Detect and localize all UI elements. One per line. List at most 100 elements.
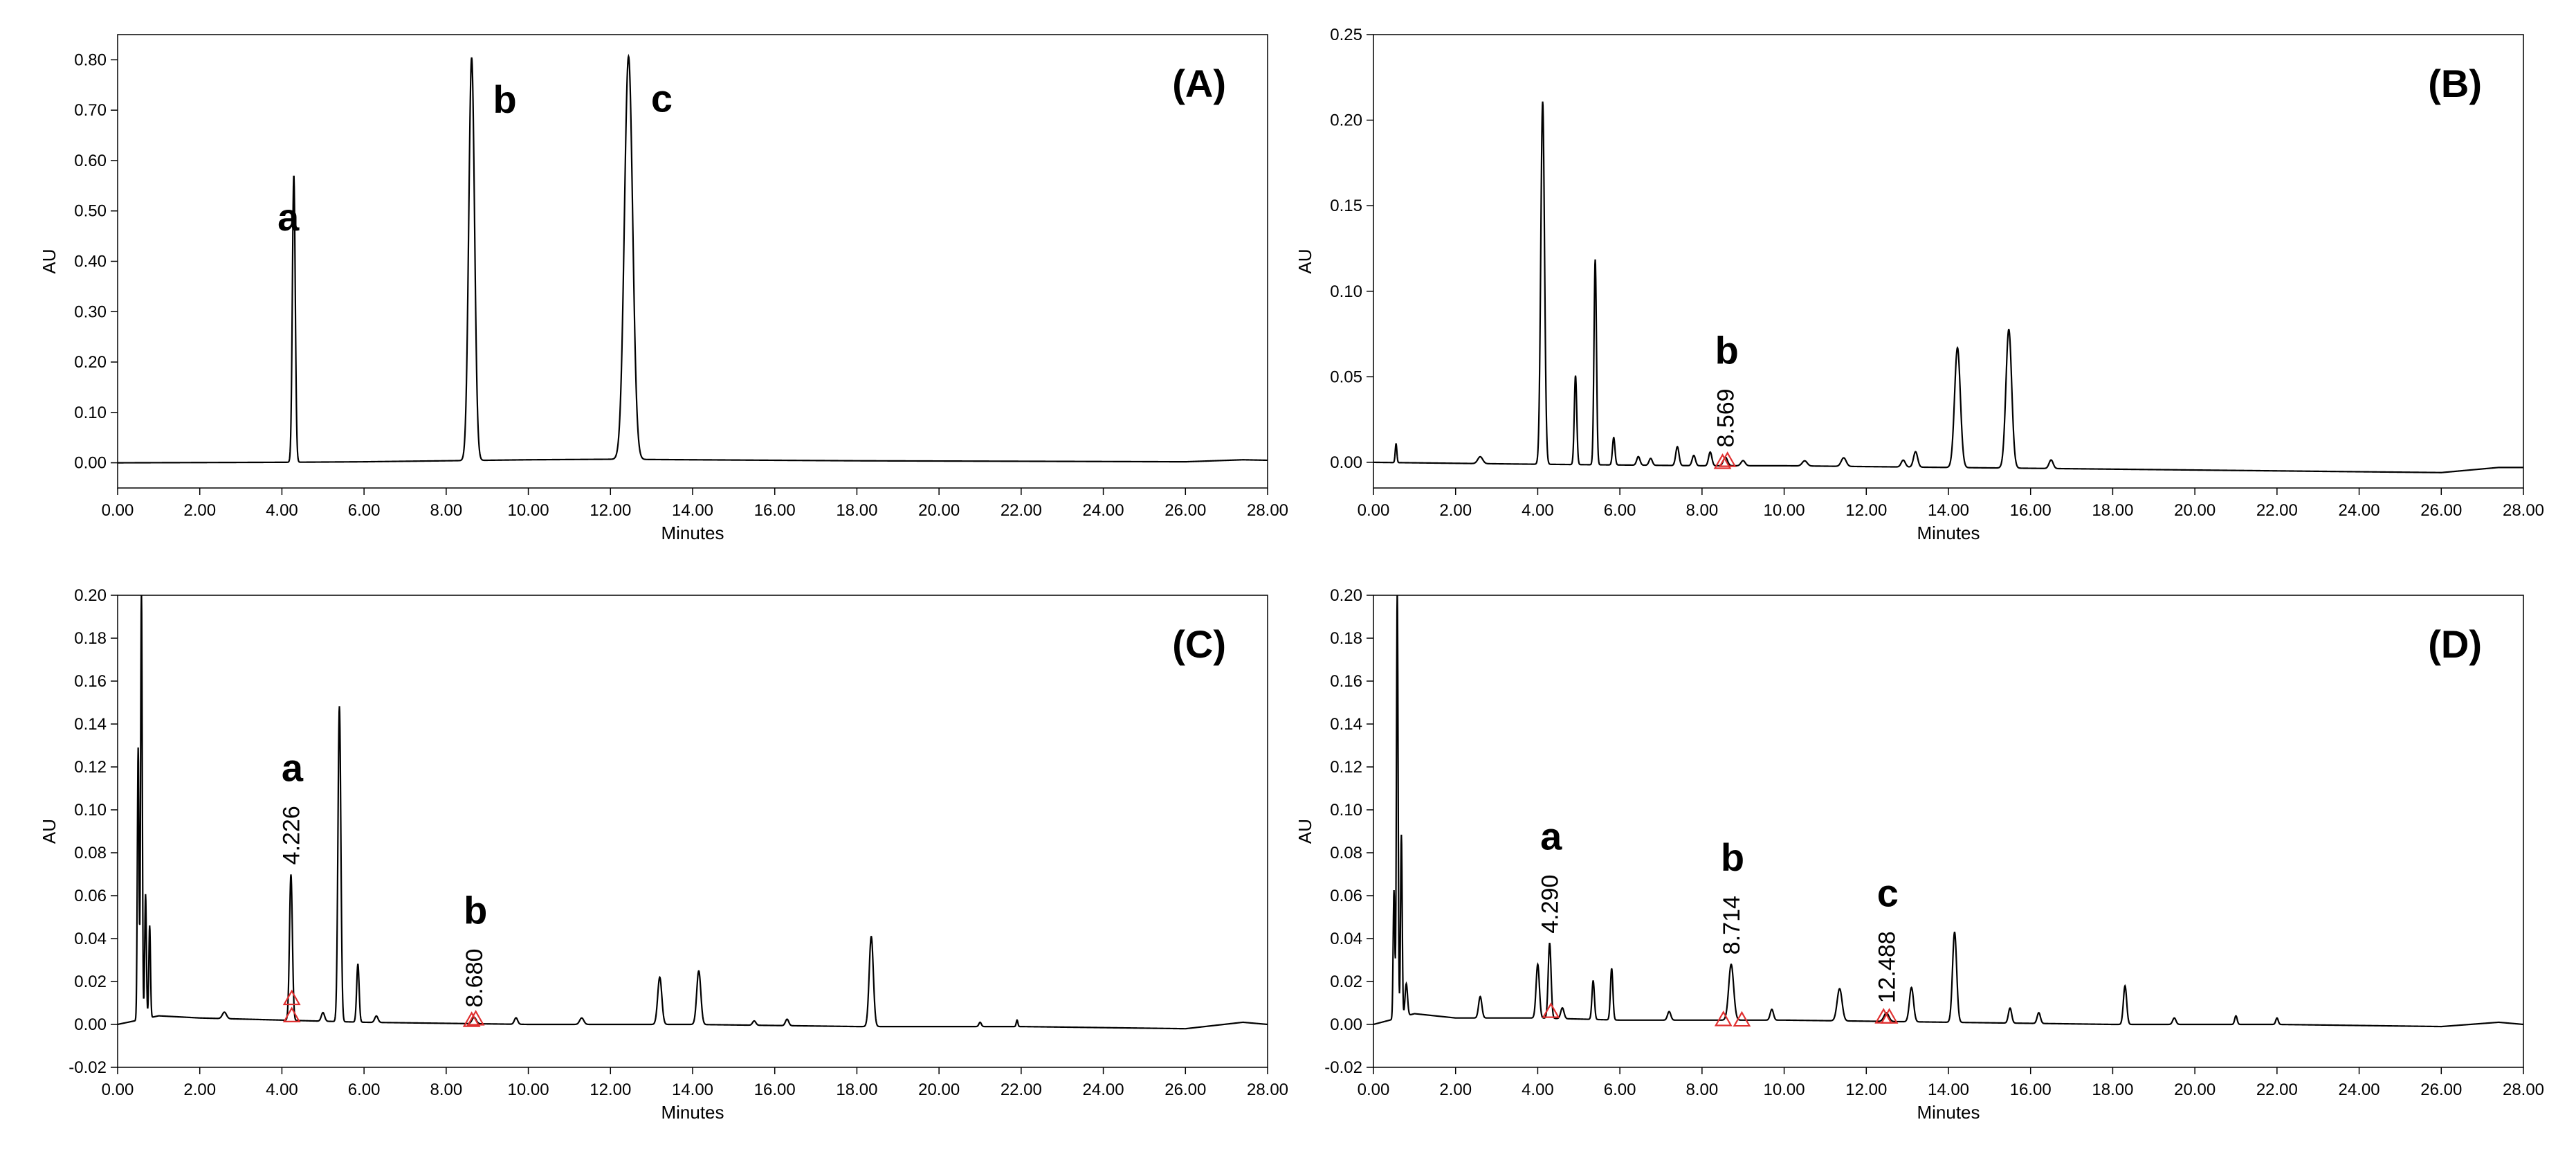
panel-d: 0.00 2.00 4.00 6.00 8.00 10.00 12.00 14.00 16.00… xyxy=(1295,586,2544,1123)
y-tick-label: 0.80 xyxy=(74,51,107,69)
x-tick-label: 22.00 xyxy=(1001,1080,1042,1099)
peak-label-b: b xyxy=(1721,835,1744,879)
x-tick-label: 20.00 xyxy=(918,1080,960,1099)
y-tick-label: 0.15 xyxy=(1330,197,1362,215)
y-tick-label: 0.06 xyxy=(1330,887,1362,905)
x-tick-label: 26.00 xyxy=(1164,1080,1206,1099)
x-tick-label: 24.00 xyxy=(2339,1080,2380,1099)
x-tick-label: 12.00 xyxy=(1845,501,1887,520)
x-axis-label: Minutes xyxy=(661,523,724,543)
y-tick-label: 0.20 xyxy=(1330,111,1362,130)
x-tick-label: 28.00 xyxy=(1247,501,1288,520)
x-tick-label: 26.00 xyxy=(1164,501,1206,520)
x-tick-label: 0.00 xyxy=(102,1080,134,1099)
x-tick-label: 0.00 xyxy=(1358,501,1390,520)
y-tick-label: 0.10 xyxy=(1330,282,1362,301)
y-tick-label: 0.30 xyxy=(74,302,107,321)
integration-marker xyxy=(466,1010,485,1026)
x-tick-label: 6.00 xyxy=(1604,1080,1636,1099)
x-tick-label: 18.00 xyxy=(2092,501,2133,520)
y-tick-label: 0.00 xyxy=(74,454,107,473)
y-axis-label: AU xyxy=(1295,248,1315,273)
x-tick-label: 28.00 xyxy=(1247,1080,1288,1099)
peak-label-b: b xyxy=(493,78,517,121)
y-tick-label: 0.18 xyxy=(74,629,107,648)
y-tick-label: 0.00 xyxy=(1330,453,1362,472)
x-tick-label: 2.00 xyxy=(1439,501,1472,520)
x-tick-label: 2.00 xyxy=(183,1080,216,1099)
x-tick-label: 20.00 xyxy=(918,501,960,520)
x-tick-label: 4.00 xyxy=(266,1080,298,1099)
y-tick-label: 0.60 xyxy=(74,152,107,170)
x-tick-label: 14.00 xyxy=(672,501,713,520)
y-tick-label: 0.14 xyxy=(1330,715,1362,734)
integration-marker xyxy=(1880,1008,1899,1024)
y-tick-label: 0.16 xyxy=(1330,672,1362,691)
peak-label-a: a xyxy=(282,745,304,789)
x-tick-label: 8.00 xyxy=(430,501,462,520)
x-tick-label: 28.00 xyxy=(2503,501,2544,520)
y-tick-label: 0.40 xyxy=(74,253,107,271)
x-tick-label: 2.00 xyxy=(183,501,216,520)
y-tick-label: 0.08 xyxy=(74,844,107,862)
x-tick-label: 22.00 xyxy=(1001,501,1042,520)
y-tick-label: 0.00 xyxy=(74,1015,107,1034)
panel-label: (A) xyxy=(1172,62,1226,105)
y-tick-label: 0.02 xyxy=(1330,972,1362,991)
x-tick-label: 6.00 xyxy=(1604,501,1636,520)
x-tick-label: 4.00 xyxy=(266,501,298,520)
chromatogram-trace xyxy=(118,53,1268,464)
peak-label-c: c xyxy=(1877,871,1899,914)
y-tick-label: 0.20 xyxy=(74,353,107,372)
y-tick-label: 0.04 xyxy=(74,930,107,948)
integration-marker xyxy=(1718,451,1737,467)
panel-label: (B) xyxy=(2428,62,2482,105)
y-tick-label: 0.50 xyxy=(74,202,107,221)
x-tick-label: 18.00 xyxy=(836,1080,877,1099)
x-tick-label: 10.00 xyxy=(508,501,549,520)
x-tick-label: 18.00 xyxy=(2092,1080,2133,1099)
retention-time-label: 8.714 xyxy=(1719,896,1745,955)
panel-c: 0.00 2.00 4.00 6.00 8.00 10.00 12.00 14.00 16.00… xyxy=(39,586,1288,1123)
y-tick-label: 0.10 xyxy=(1330,801,1362,820)
x-axis-label: Minutes xyxy=(1917,1102,1980,1123)
y-tick-label: 0.14 xyxy=(74,715,107,734)
peak-label-b: b xyxy=(1715,329,1739,372)
y-tick-label: 0.70 xyxy=(74,101,107,120)
x-tick-label: 14.00 xyxy=(1928,1080,1969,1099)
retention-time-label: 8.680 xyxy=(462,949,488,1008)
x-tick-label: 24.00 xyxy=(1083,1080,1124,1099)
x-tick-label: 0.00 xyxy=(1358,1080,1390,1099)
chromatogram-trace xyxy=(118,595,1268,1030)
integration-marker xyxy=(1713,453,1732,469)
x-tick-label: 4.00 xyxy=(1522,1080,1554,1099)
retention-time-label: 12.488 xyxy=(1874,931,1900,1003)
x-tick-label: 6.00 xyxy=(348,501,381,520)
peak-label-b: b xyxy=(464,889,487,932)
y-tick-label: 0.18 xyxy=(1330,629,1362,648)
x-tick-label: 12.00 xyxy=(590,1080,631,1099)
y-tick-label: -0.02 xyxy=(1324,1058,1362,1077)
peak-label-a: a xyxy=(1540,815,1562,858)
chromatogram-trace xyxy=(1373,101,2523,473)
x-tick-label: 12.00 xyxy=(590,501,631,520)
x-tick-label: 12.00 xyxy=(1845,1080,1887,1099)
retention-time-label: 8.569 xyxy=(1713,388,1739,447)
panel-label: (D) xyxy=(2428,622,2482,666)
x-tick-label: 14.00 xyxy=(672,1080,713,1099)
chromatogram-trace xyxy=(1373,595,2523,1028)
x-tick-label: 20.00 xyxy=(2174,1080,2216,1099)
peak-label-a: a xyxy=(277,195,300,239)
x-tick-label: 10.00 xyxy=(508,1080,549,1099)
x-tick-label: 24.00 xyxy=(1083,501,1124,520)
retention-time-label: 4.290 xyxy=(1537,875,1564,934)
x-tick-label: 10.00 xyxy=(1764,1080,1805,1099)
y-tick-label: -0.02 xyxy=(68,1058,107,1077)
x-tick-label: 8.00 xyxy=(1686,501,1718,520)
x-tick-label: 16.00 xyxy=(754,501,796,520)
x-tick-label: 6.00 xyxy=(348,1080,381,1099)
x-tick-label: 8.00 xyxy=(430,1080,462,1099)
y-tick-label: 0.10 xyxy=(74,801,107,820)
x-tick-label: 4.00 xyxy=(1522,501,1554,520)
